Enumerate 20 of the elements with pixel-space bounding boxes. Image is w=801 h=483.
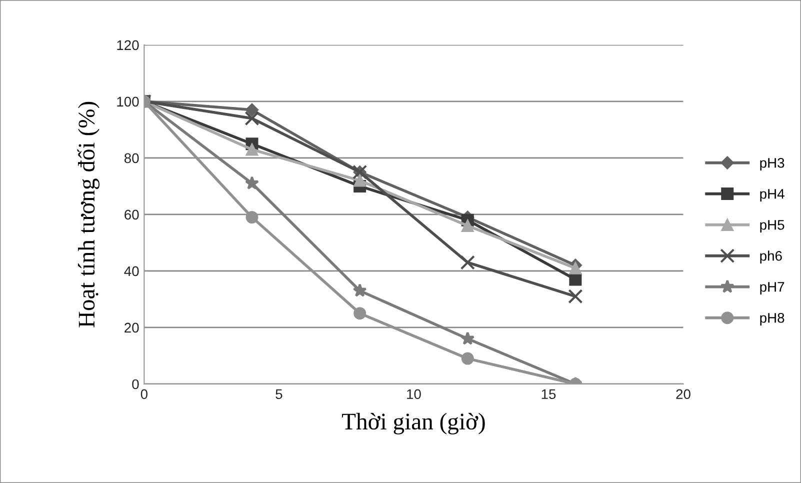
y-tick-label: 0 — [132, 379, 139, 390]
x-tick-label: 20 — [676, 389, 690, 400]
legend-label: pH4 — [760, 189, 784, 202]
x-tick-label: 5 — [276, 389, 282, 400]
y-tick-label: 120 — [117, 40, 139, 50]
x-axis-title: Thời gian (giờ) — [342, 412, 485, 434]
y-tick-label: 60 — [124, 210, 139, 220]
y-tick-label: 40 — [124, 266, 139, 276]
legend-label: pH8 — [760, 312, 784, 326]
legend-label: pH3 — [760, 158, 784, 171]
legend-label: ph6 — [760, 250, 782, 264]
y-tick-label: 80 — [124, 153, 139, 164]
y-tick-label: 20 — [124, 322, 139, 333]
x-tick-label: 15 — [542, 389, 556, 400]
y-tick-label: 100 — [117, 96, 139, 107]
legend-label: pH7 — [760, 282, 784, 295]
y-axis-title: Hoạt tính tương đối (%) — [77, 102, 100, 328]
legend-label: pH5 — [760, 220, 784, 233]
x-tick-label: 0 — [140, 389, 148, 400]
x-tick-label: 10 — [407, 389, 421, 400]
